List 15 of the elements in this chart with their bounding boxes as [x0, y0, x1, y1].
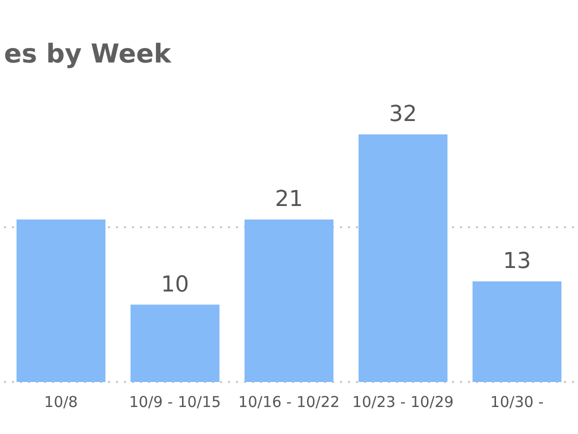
bar [130, 304, 220, 382]
x-tick-label: 10/8 [44, 392, 78, 411]
data-label: 21 [275, 187, 303, 212]
x-tick-label: 10/9 - 10/15 [129, 392, 221, 411]
bar [472, 281, 562, 382]
data-label: 13 [503, 249, 531, 274]
bar [16, 220, 106, 382]
bar [358, 134, 448, 382]
x-tick-label: 10/16 - 10/22 [238, 392, 340, 411]
x-tick-label: 10/30 - [490, 392, 544, 411]
data-label: 10 [161, 272, 189, 298]
x-tick-label: 10/23 - 10/29 [352, 392, 454, 411]
bar [244, 220, 334, 382]
chart-title: es by Week [4, 39, 172, 70]
data-label: 32 [389, 102, 417, 128]
